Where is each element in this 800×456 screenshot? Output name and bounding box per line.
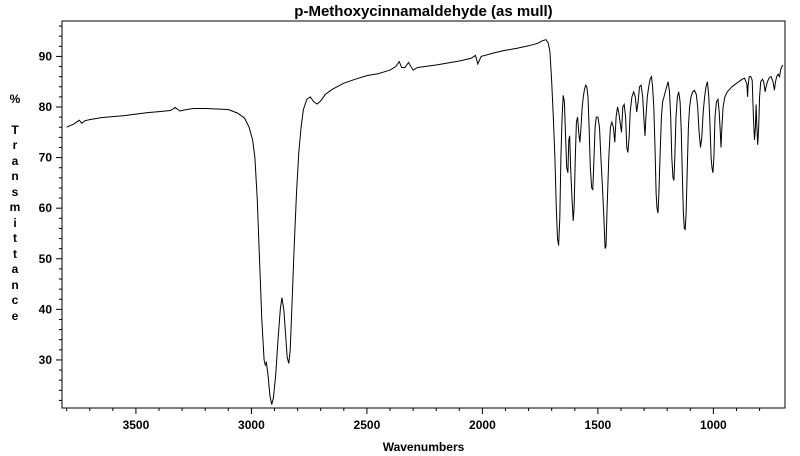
y-axis-ticks: 30 40 50 60 70 80 90 xyxy=(39,25,62,401)
x-tick-label: 1000 xyxy=(700,418,727,432)
y-tick-label: 50 xyxy=(39,252,53,266)
y-tick-label: 80 xyxy=(39,100,53,114)
y-axis-label-char: n xyxy=(11,277,19,292)
y-axis-label-char: a xyxy=(11,262,19,276)
y-tick-label: 30 xyxy=(39,353,53,367)
x-axis-label: Wavenumbers xyxy=(382,440,465,454)
transmittance-trace xyxy=(66,39,784,405)
y-axis-label-char: i xyxy=(13,215,17,230)
chart-title: p-Methoxycinnamaldehyde (as mull) xyxy=(294,3,553,20)
x-tick-label: 2000 xyxy=(469,418,496,432)
plot-frame xyxy=(61,20,786,409)
y-axis-label-char: n xyxy=(11,169,19,183)
x-tick-label: 3000 xyxy=(238,418,265,432)
y-axis-label-char: t xyxy=(13,231,17,245)
y-tick-label: 70 xyxy=(39,151,53,165)
y-axis-label-char: t xyxy=(13,246,17,261)
x-tick-label: 1500 xyxy=(585,418,612,432)
y-tick-label: 40 xyxy=(39,302,53,316)
y-axis-label-char: s xyxy=(11,184,19,199)
y-tick-label: 90 xyxy=(39,49,53,63)
x-tick-label: 3500 xyxy=(123,418,150,432)
x-axis-ticks: 3500 3000 2500 2000 1500 1000 xyxy=(66,408,761,432)
y-axis-label-char: e xyxy=(11,308,19,323)
y-axis-label-char: r xyxy=(12,138,18,152)
y-tick-label: 60 xyxy=(39,201,53,215)
y-axis-label-char: % xyxy=(9,92,21,106)
y-axis-label-char: a xyxy=(11,153,19,168)
y-axis-label-char: c xyxy=(11,293,19,307)
y-axis-label-char: m xyxy=(9,200,21,214)
y-axis-label-char: T xyxy=(11,122,19,137)
x-tick-label: 2500 xyxy=(354,418,381,432)
